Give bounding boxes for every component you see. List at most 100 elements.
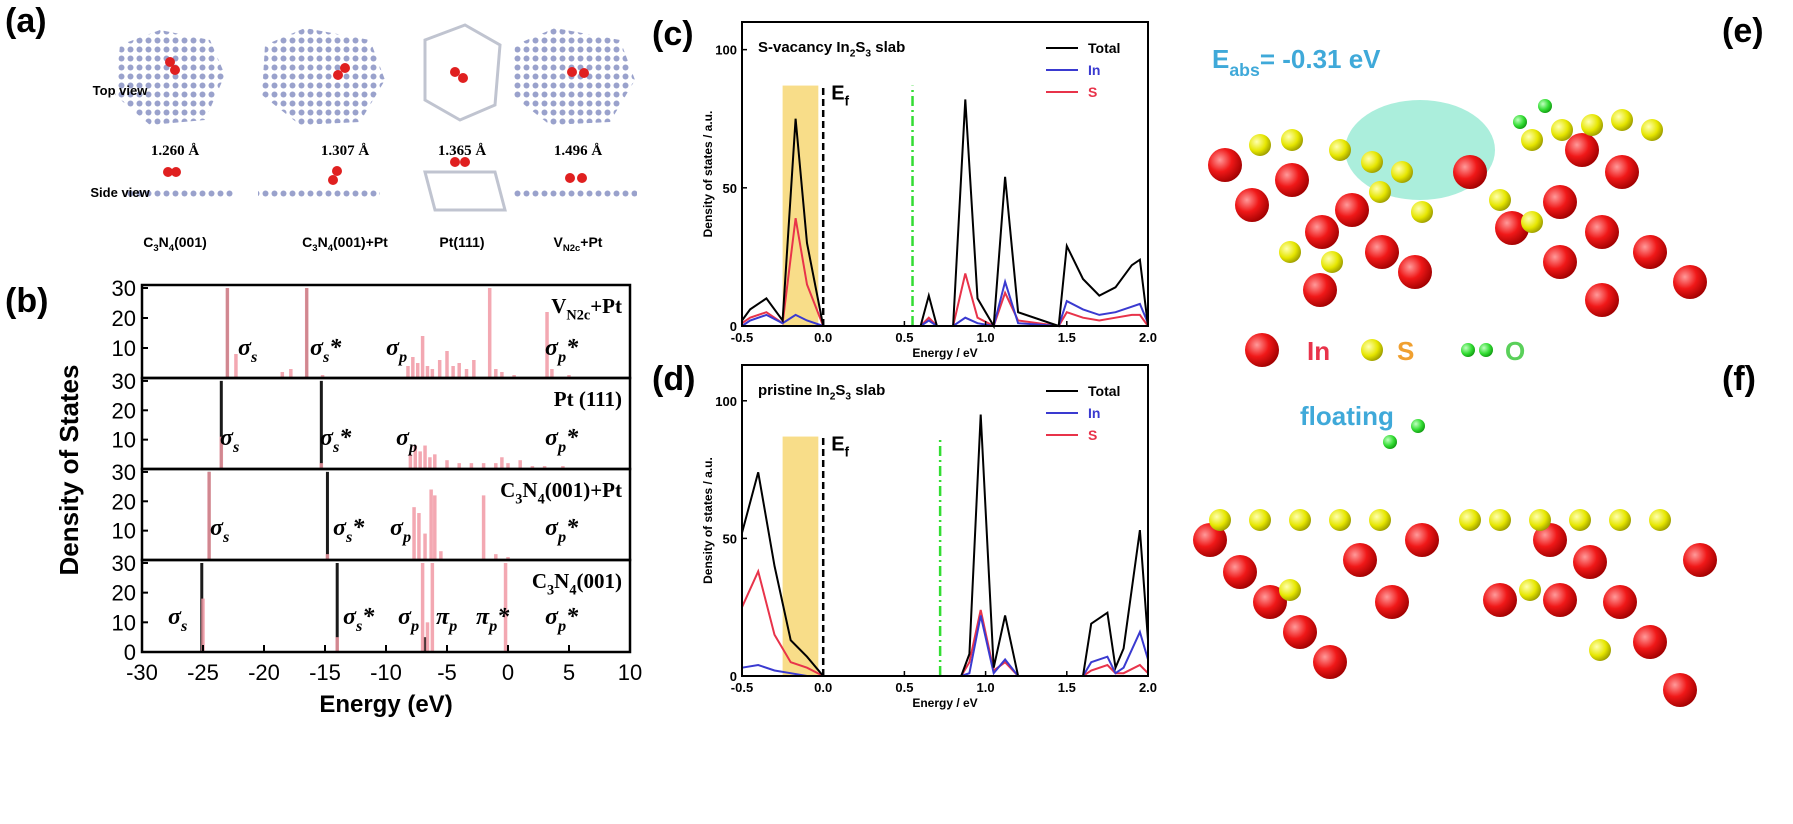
top-view-structure bbox=[423, 23, 502, 122]
y-tick-label: 0 bbox=[730, 319, 737, 334]
text-part: S-vacancy In bbox=[758, 39, 850, 56]
s-atom bbox=[1649, 509, 1671, 531]
text-part: p bbox=[556, 616, 566, 635]
text-part: = -0.31 eV bbox=[1260, 44, 1381, 74]
text-part: p bbox=[397, 347, 407, 366]
row-label: Side view bbox=[90, 185, 150, 200]
text-part: π bbox=[436, 604, 450, 630]
peak-label: σp bbox=[390, 515, 411, 546]
in-atom bbox=[1543, 583, 1577, 617]
o-atom bbox=[1411, 419, 1425, 433]
text-part: abs bbox=[1229, 60, 1260, 80]
peak-label: πp bbox=[436, 604, 457, 635]
peak-label: σs bbox=[238, 335, 257, 366]
in-atom bbox=[1235, 188, 1269, 222]
peak-label: σs* bbox=[333, 515, 365, 546]
s-atom bbox=[1329, 509, 1351, 531]
text-part: p bbox=[409, 616, 419, 635]
peak-label: πp* bbox=[476, 604, 510, 635]
x-axis-label: Energy (eV) bbox=[319, 691, 452, 718]
s-atom bbox=[1519, 579, 1541, 601]
in-atom bbox=[1483, 583, 1517, 617]
in-atom bbox=[1313, 645, 1347, 679]
fermi-label: Ef bbox=[831, 434, 849, 460]
text-part: s bbox=[180, 616, 187, 635]
text-part: σ bbox=[320, 425, 334, 451]
s-atom bbox=[1521, 129, 1543, 151]
s-atom bbox=[1369, 181, 1391, 203]
oxygen-atom bbox=[328, 175, 338, 185]
text-part: s bbox=[332, 437, 339, 456]
x-tick-label: -30 bbox=[126, 660, 158, 685]
in-atom bbox=[1673, 265, 1707, 299]
text-part: * bbox=[566, 335, 579, 361]
in-atom bbox=[1335, 193, 1369, 227]
text-part: V bbox=[551, 294, 566, 318]
x-tick-label: -25 bbox=[187, 660, 219, 685]
bond-length: 1.496 Å bbox=[554, 143, 603, 159]
oxygen-atom bbox=[163, 167, 173, 177]
text-part: s bbox=[250, 347, 257, 366]
text-part: f bbox=[845, 94, 850, 109]
y-tick-label: 50 bbox=[723, 181, 737, 196]
x-tick-label: 1.5 bbox=[1058, 680, 1076, 695]
s-atom bbox=[1529, 509, 1551, 531]
peak-label: σp* bbox=[545, 515, 579, 546]
in-atom bbox=[1585, 215, 1619, 249]
panel-label: (f) bbox=[1722, 360, 1756, 398]
in-atom bbox=[1303, 273, 1337, 307]
top-view-structure bbox=[115, 30, 225, 125]
text-part: f bbox=[845, 445, 850, 460]
text-part: +Pt bbox=[590, 294, 622, 318]
legend-label: In bbox=[1307, 336, 1330, 366]
y-tick-label: 20 bbox=[112, 306, 136, 331]
text-part: σ bbox=[168, 604, 182, 630]
text-part: N bbox=[159, 234, 169, 250]
side-view-structure bbox=[512, 188, 637, 197]
text-part: p bbox=[407, 437, 417, 456]
text-part: 4 bbox=[538, 491, 545, 507]
in-atom bbox=[1208, 148, 1242, 182]
dos-line bbox=[741, 218, 1149, 328]
dos-line bbox=[741, 99, 1149, 330]
peak-label: σs* bbox=[343, 604, 375, 635]
axes-frame bbox=[741, 21, 1149, 327]
text-part: slab bbox=[851, 382, 885, 399]
x-axis-label: Energy / eV bbox=[912, 346, 977, 360]
in-atom bbox=[1398, 255, 1432, 289]
peak-label: σp bbox=[396, 425, 417, 456]
oxygen-atom bbox=[333, 70, 343, 80]
text-part: 4 bbox=[569, 582, 576, 598]
text-part: 2 bbox=[850, 49, 856, 60]
structure-name: Pt(111) bbox=[439, 234, 484, 250]
s-atom bbox=[1589, 639, 1611, 661]
text-part: σ bbox=[386, 335, 400, 361]
text-part: * bbox=[329, 335, 342, 361]
text-part: σ bbox=[238, 335, 252, 361]
x-tick-label: -0.5 bbox=[731, 330, 753, 345]
oxygen-atom bbox=[165, 57, 175, 67]
s-atom bbox=[1279, 579, 1301, 601]
row-label: Top view bbox=[93, 83, 149, 98]
text-part: E bbox=[1212, 44, 1229, 74]
in-atom bbox=[1633, 235, 1667, 269]
panel-label: (c) bbox=[652, 15, 694, 53]
text-part: 3 bbox=[547, 582, 554, 598]
oxygen-atom bbox=[170, 65, 180, 75]
text-part: s bbox=[345, 527, 352, 546]
text-part: σ bbox=[545, 335, 559, 361]
in-atom bbox=[1453, 155, 1487, 189]
in-atom bbox=[1375, 585, 1409, 619]
x-tick-label: 0.5 bbox=[895, 330, 913, 345]
text-part: (001) bbox=[174, 234, 207, 250]
panel-label: (a) bbox=[5, 2, 47, 40]
peak-label: σp* bbox=[545, 425, 579, 456]
s-atom bbox=[1609, 509, 1631, 531]
y-tick-label: 20 bbox=[112, 489, 136, 514]
in-atom bbox=[1223, 555, 1257, 589]
subplot-label: VN2c+Pt bbox=[551, 294, 622, 323]
text-part: σ bbox=[545, 604, 559, 630]
in-atom bbox=[1605, 155, 1639, 189]
text-part: 4 bbox=[328, 243, 334, 254]
s-atom bbox=[1249, 134, 1271, 156]
